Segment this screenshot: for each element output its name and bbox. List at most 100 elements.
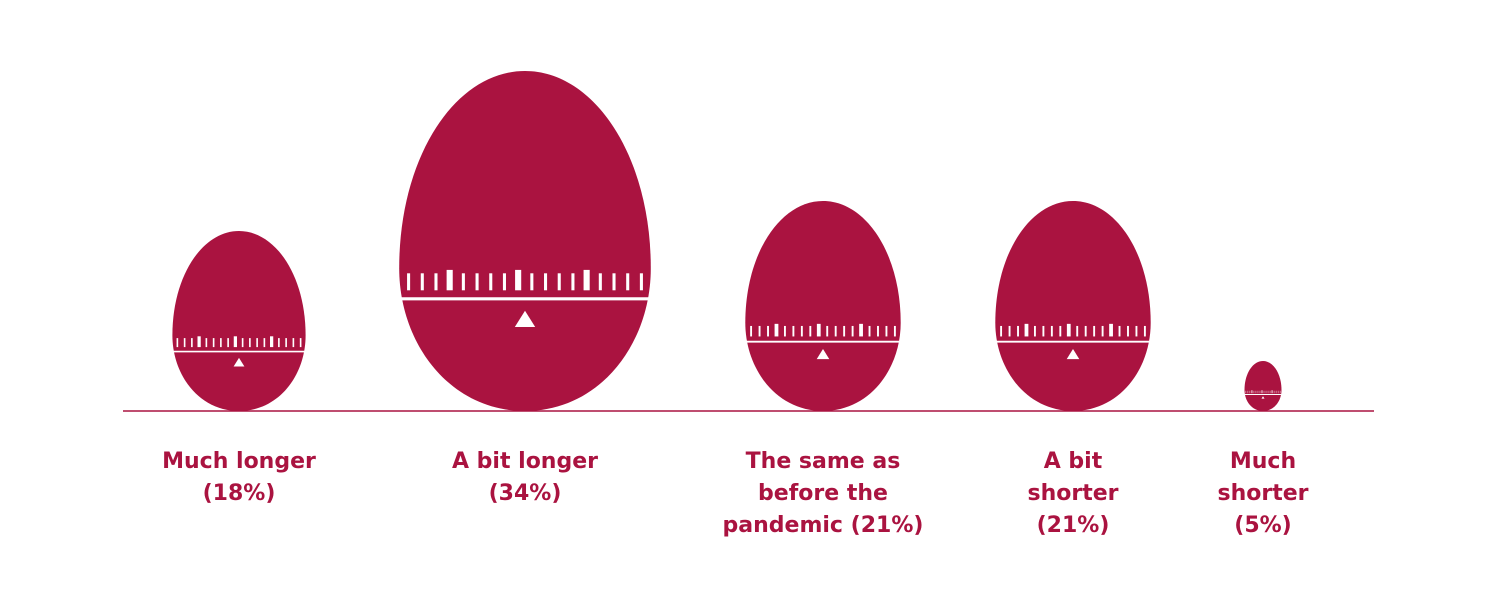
dial-tick [515,269,522,291]
dial-tick [758,325,761,337]
dial-tick [885,325,888,337]
dial-tick [407,273,411,291]
dial-tick [299,338,302,348]
dial-tick [197,336,201,348]
dial-tick [783,325,786,337]
category-label: The same as before the pandemic (21%) [708,446,938,542]
value-label: (21%) [850,513,924,538]
dial-tick [1066,323,1071,337]
dial-tick [851,325,854,337]
dial-tick [1143,325,1146,337]
egg [399,71,651,411]
dial-tick [826,325,829,337]
dial-tick [1008,325,1011,337]
dial-tick [1251,390,1253,394]
dial-tick [227,338,229,348]
category-name: A bit shorter [1027,449,1119,506]
dial-tick [176,338,179,348]
dial-tick [1000,325,1003,337]
dial-tick [859,323,863,337]
dial-tick [233,336,237,348]
dial-tick [557,273,561,291]
dial-tick [750,325,753,337]
dial-tick [792,325,795,337]
dial-tick [816,323,821,337]
dial-tick [893,325,896,337]
dial-tick [270,336,274,348]
dial-tick [1050,325,1053,337]
dial-tick [1076,325,1079,337]
dial-tick [530,273,534,291]
dial-tick [834,325,837,337]
dial-tick [212,338,215,348]
dial-tick [774,323,779,337]
dial-tick [263,338,266,348]
dial-tick [256,338,258,348]
dial-tick [1093,325,1096,337]
dial-tick [249,338,251,348]
dial-tick [598,273,602,291]
category-name: Much longer [162,449,316,474]
dial-tick [583,269,590,291]
dial-tick [1101,325,1104,337]
dial-tick [1109,323,1113,337]
dial-pointer [233,357,245,367]
dial-tick [1033,325,1036,337]
dial-tick [191,338,193,348]
category-label: A bit longer (34%) [415,446,635,510]
dial-tick [626,273,630,291]
dial-tick [278,338,280,348]
dial-tick [877,325,879,337]
dial-tick [241,338,244,348]
dial-tick [809,325,812,337]
dial-tick [571,273,575,291]
value-label: (18%) [202,481,276,506]
dial-tick [1261,390,1263,394]
dial-tick [544,273,548,291]
dial-tick [1118,325,1121,337]
dial-pointer [514,310,536,328]
value-label: (21%) [1036,513,1110,538]
dial-tick [639,273,643,291]
dial-tick [1017,325,1019,337]
dial-tick [420,273,424,291]
dial-tick [1127,325,1129,337]
category-label: Much shorter (5%) [1203,446,1323,542]
value-label: (34%) [488,481,562,506]
dial-tick [767,325,769,337]
egg [745,201,901,411]
dial-pointer [1066,349,1080,360]
dial-tick [1059,325,1062,337]
dial-tick [1024,323,1029,337]
dial-tick [800,325,803,337]
category-label: Much longer (18%) [139,446,339,510]
category-name: Much shorter [1217,449,1309,506]
value-label: (5%) [1234,513,1292,538]
dial-tick [205,338,208,348]
dial-pointer [1261,396,1265,399]
dial-tick [1084,325,1087,337]
dial-tick [843,325,846,337]
egg [1244,361,1282,411]
dial-tick [1271,390,1273,394]
dial-tick [612,273,616,291]
dial-tick [183,338,186,348]
dial-tick [461,273,465,291]
dial-tick [1135,325,1138,337]
category-label: A bit shorter (21%) [1003,446,1143,542]
dial-tick [434,273,438,291]
dial-tick [502,273,506,291]
egg [172,231,306,411]
category-name: A bit longer [452,449,598,474]
dial-tick [489,273,493,291]
dial-tick [285,338,287,348]
egg [995,201,1151,411]
dial-pointer [816,349,830,360]
dial-tick [220,338,222,348]
dial-tick [868,325,871,337]
dial-tick [1042,325,1045,337]
dial-tick [475,273,479,291]
category-name: The same as before the pandemic [722,449,901,538]
